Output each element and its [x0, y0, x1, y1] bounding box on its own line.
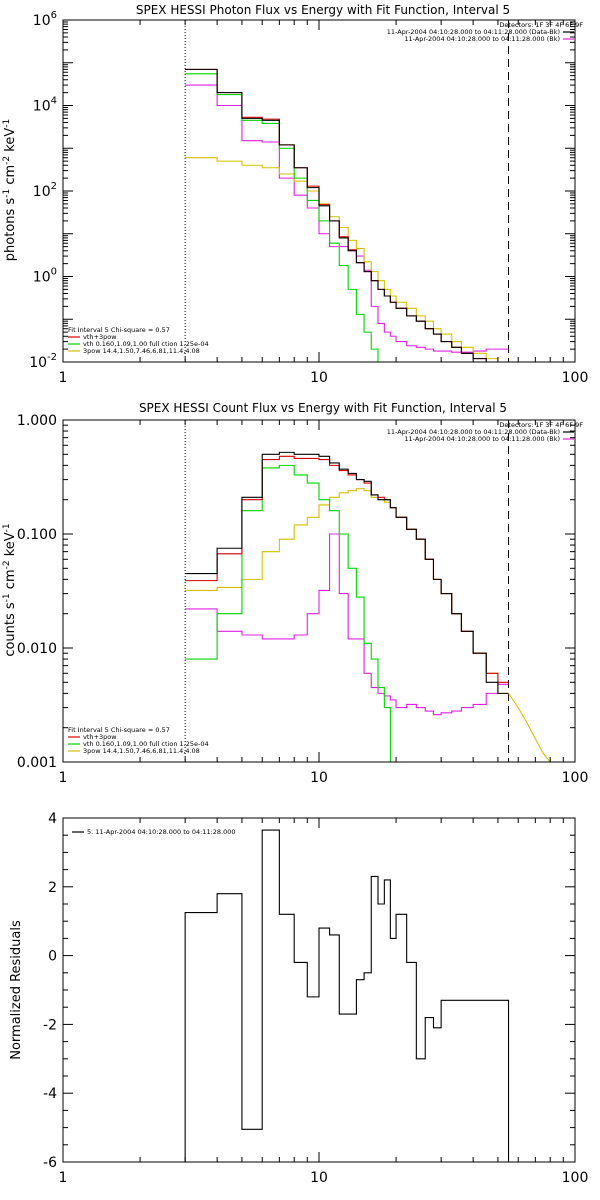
x-tick-label: 1	[59, 370, 68, 386]
series-line	[185, 73, 385, 362]
series-line	[184, 829, 510, 1162]
y-tick-base: 10	[33, 13, 51, 29]
y-tick-label: 1.000	[17, 413, 57, 429]
y-label-exponent: -1	[2, 593, 12, 602]
count-flux-title: SPEX HESSI Count Flux vs Energy with Fit…	[139, 401, 507, 415]
y-tick-label: 2	[48, 880, 57, 896]
residuals-y-axis-label: Normalized Residuals	[9, 920, 24, 1060]
y-tick-exponent: 2	[51, 181, 57, 192]
y-tick-label: -6	[43, 1155, 57, 1171]
x-tick-label: 1	[59, 770, 68, 786]
y-tick-label: 104	[33, 96, 57, 115]
y-tick-label: 102	[33, 181, 57, 200]
photon-flux-y-axis-label: photons s-1 cm-2 keV-1	[2, 119, 18, 261]
fit-legend: Fit Interval 5 Chi-square = 0.57vth+3pow…	[68, 726, 209, 755]
y-label-exponent: -2	[2, 560, 12, 569]
y-tick-label: 10-2	[29, 352, 57, 371]
series-line	[185, 455, 509, 683]
interval-info: 11-Apr-2004 04:10:28.000 to 04:11:28.000…	[387, 428, 574, 443]
x-tick-label: 100	[562, 1170, 589, 1186]
x-tick-label: 1	[59, 1170, 68, 1186]
series-line	[185, 451, 509, 694]
y-tick-label: 4	[48, 811, 57, 827]
legend-label: vth 0.160,1.09,1.00 full ction 1.25e-04	[83, 740, 209, 748]
y-tick-label: 0.001	[17, 755, 57, 771]
series-line	[185, 84, 509, 353]
legend-label: 3pow 14.4,1.50,7.46,6.81,11.4,4.08	[83, 347, 200, 355]
interval-info: 11-Apr-2004 04:10:28.000 to 04:11:28.000…	[387, 28, 574, 43]
y-tick-base: 10	[29, 355, 47, 371]
y-tick-label: 106	[33, 10, 57, 29]
y-label-exponent: -1	[2, 189, 12, 198]
interval-info-line: 11-Apr-2004 04:10:28.000 to 04:11:28.000…	[387, 428, 560, 436]
y-tick-label: -4	[43, 1086, 57, 1102]
y-label-part: cm	[3, 165, 18, 189]
x-tick-label: 10	[310, 1170, 328, 1186]
photon-flux-title: SPEX HESSI Photon Flux vs Energy with Fi…	[136, 3, 510, 17]
series-line	[185, 533, 509, 716]
legend-header: Fit Interval 5 Chi-square = 0.57	[68, 726, 170, 734]
y-label-part: counts s	[3, 602, 18, 657]
residuals-plot: 1 10 100 4 2 0 -2 -4 -6	[43, 811, 588, 1186]
interval-info-line: 11-Apr-2004 04:10:28.000 to 04:11:28.000…	[404, 435, 560, 443]
y-tick-base: 10	[33, 270, 51, 286]
y-label-exponent: -1	[2, 523, 12, 532]
legend-label: vth+3pow	[83, 733, 117, 741]
y-label-part: photons s	[3, 198, 18, 262]
y-label-exponent: -1	[2, 119, 12, 128]
count-flux-y-axis-label: counts s-1 cm-2 keV-1	[2, 523, 18, 656]
count-flux-plot: 1 10 100 1.000 0.100 0.010 0.001	[17, 413, 589, 786]
fit-legend: Fit Interval 5 Chi-square = 0.57vth+3pow…	[68, 326, 209, 355]
y-label-part: keV	[3, 128, 18, 156]
series-line	[185, 68, 487, 362]
interval-info-line: 11-Apr-2004 04:10:28.000 to 04:11:28.000…	[387, 28, 560, 36]
y-label-part: cm	[3, 569, 18, 593]
series-line	[185, 68, 487, 362]
y-tick-label: 100	[33, 267, 57, 286]
detectors-label: Detectors: 1F 3F 4F 6F 9F	[499, 21, 583, 29]
y-label-exponent: -2	[2, 156, 12, 165]
x-tick-label: 10	[310, 770, 328, 786]
series-line	[185, 488, 551, 762]
x-tick-label: 10	[310, 370, 328, 386]
legend-label: 5. 11-Apr-2004 04:10:28.000 to 04:11:28.…	[87, 828, 236, 836]
y-tick-exponent: -2	[47, 352, 57, 363]
legend-header: Fit Interval 5 Chi-square = 0.57	[68, 326, 170, 334]
x-tick-label: 100	[562, 770, 589, 786]
legend-label: vth 0.160,1.09,1.00 full ction 1.25e-04	[83, 340, 209, 348]
count-flux-panel: SPEX HESSI Count Flux vs Energy with Fit…	[2, 401, 589, 786]
series-line	[185, 464, 391, 762]
legend-label: 3pow 14.4,1.50,7.46,6.81,11.4,4.08	[83, 747, 200, 755]
legend-label: vth+3pow	[83, 333, 117, 341]
residuals-legend: 5. 11-Apr-2004 04:10:28.000 to 04:11:28.…	[72, 828, 236, 836]
y-tick-base: 10	[33, 184, 51, 200]
x-tick-label: 100	[562, 370, 589, 386]
y-tick-exponent: 0	[51, 267, 57, 278]
y-tick-label: 0	[48, 949, 57, 965]
photon-flux-panel: SPEX HESSI Photon Flux vs Energy with Fi…	[2, 3, 588, 386]
interval-info-line: 11-Apr-2004 04:10:28.000 to 04:11:28.000…	[404, 35, 560, 43]
y-tick-label: 0.010	[17, 641, 57, 657]
y-tick-label: 0.100	[17, 527, 57, 543]
residuals-panel: Normalized Residuals 5. 11-Apr-2004 04:1…	[9, 811, 588, 1186]
y-label-part: keV	[3, 532, 18, 560]
y-tick-exponent: 6	[51, 10, 57, 21]
y-tick-label: -2	[43, 1017, 57, 1033]
detectors-label: Detectors: 1F 3F 4F 6F 9F	[499, 421, 583, 429]
y-tick-exponent: 4	[51, 96, 57, 107]
y-tick-base: 10	[33, 99, 51, 115]
